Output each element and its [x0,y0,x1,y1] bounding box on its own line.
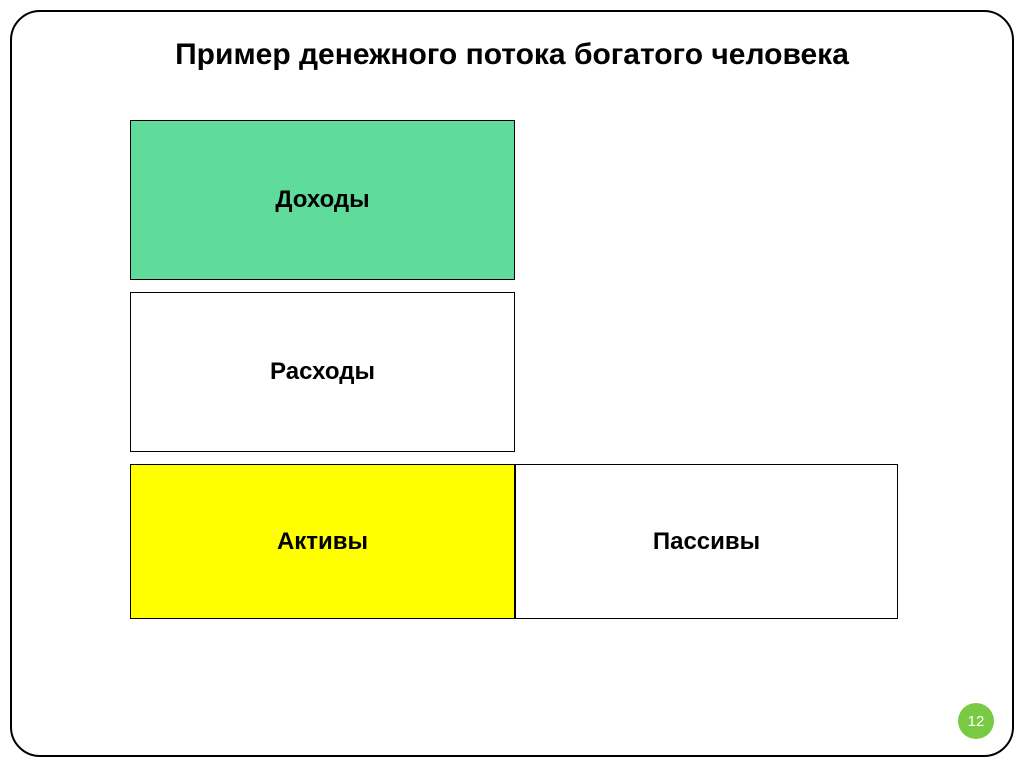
box-income: Доходы [130,120,515,280]
box-income-label: Доходы [275,186,369,214]
box-assets-label: Активы [277,528,368,556]
box-liabilities-label: Пассивы [653,528,760,556]
page-number: 12 [968,713,985,730]
box-liabilities: Пассивы [515,464,898,619]
box-assets: Активы [130,464,515,619]
box-expense-label: Расходы [270,358,375,386]
slide-title: Пример денежного потока богатого человек… [0,38,1024,72]
box-expense: Расходы [130,292,515,452]
page-number-badge: 12 [958,703,994,739]
